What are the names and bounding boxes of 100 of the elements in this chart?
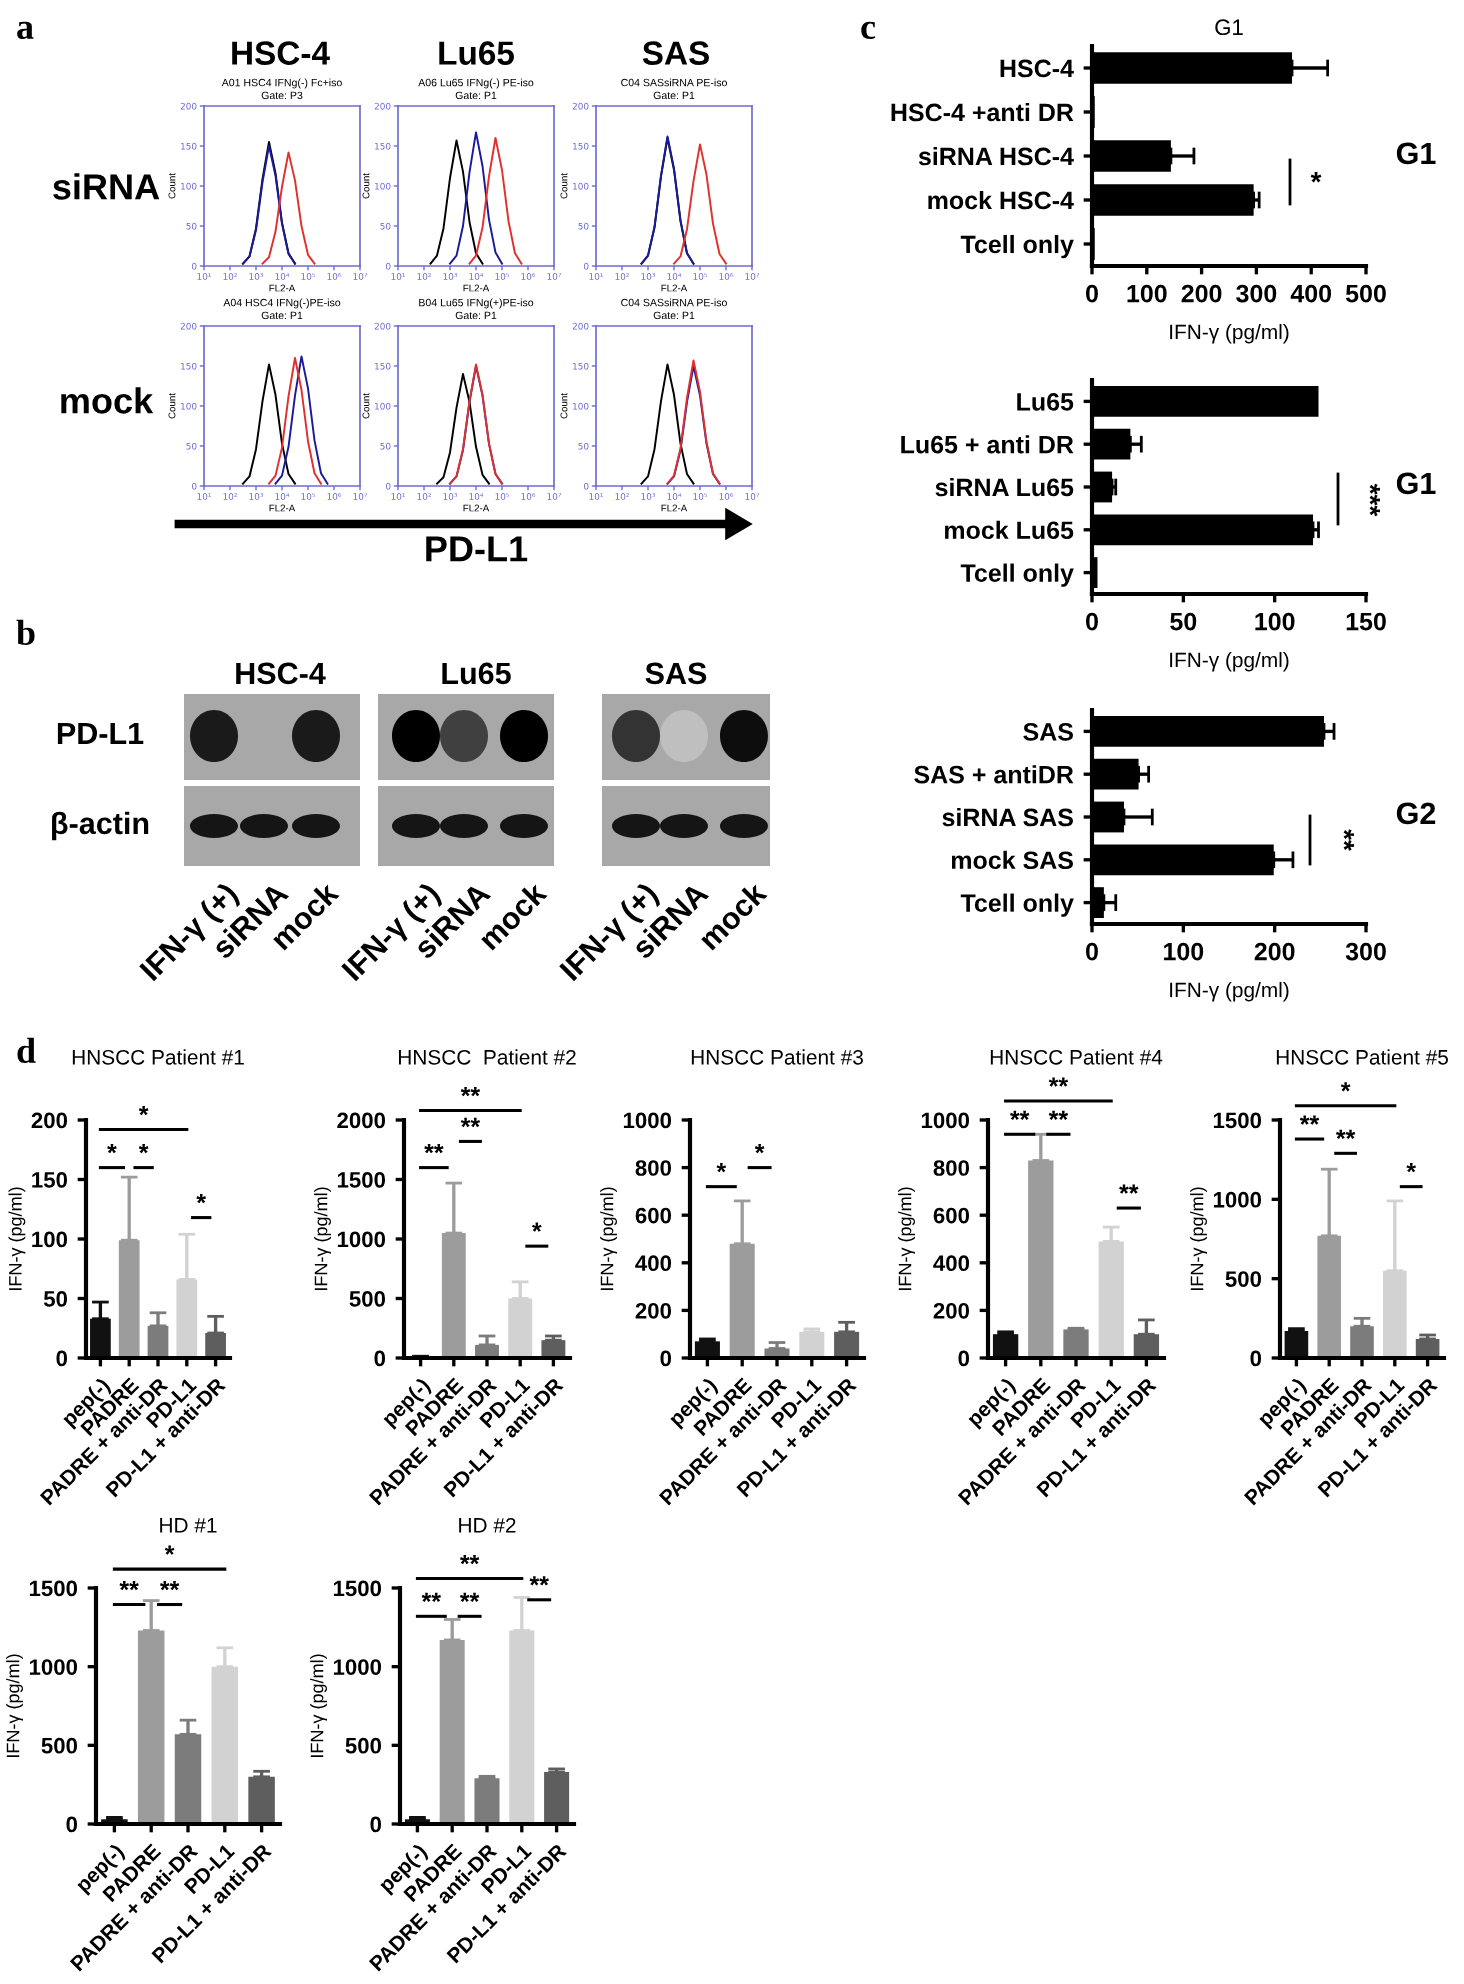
y-tick-label: 1500 [337,1172,386,1188]
annotation: * [532,1222,542,1232]
y-tick-label: 600 [635,1207,672,1224]
y-tick-label: 500 [349,1291,386,1307]
chart-title: HNSCC Patient #5 [1276,1049,1448,1065]
annotation: ** [1299,1115,1320,1125]
y-tick-label: Tcell only [960,893,1074,917]
text: HSC-4 [232,41,330,65]
x-tick-label: 200 [1254,942,1295,961]
y-tick-label: 800 [933,1160,970,1176]
x-tick-label: 100 [1164,942,1204,961]
text: β-actin [52,811,149,841]
y-tick-label: 0 [660,1350,672,1367]
x-tick-label: 50 [1170,612,1197,631]
y-tick-label: 1000 [337,1231,386,1248]
annotation: * [754,1144,765,1154]
y-tick-label: 800 [635,1160,672,1176]
y-tick-label: 200 [635,1302,672,1319]
annotation: * [1310,172,1322,183]
x-axis-title: IFN-γ (pg/ml) [1170,652,1289,672]
y-tick-label: 150 [32,1172,68,1188]
text: ** [459,1554,480,1565]
text: d [17,1037,36,1064]
annotation: * [196,1194,207,1204]
text: Lu65 [439,41,514,65]
text: PD-L1 [426,536,528,562]
x-axis-title: IFN-γ (pg/ml) [1170,324,1289,344]
text: * [138,1105,149,1116]
y-tick-label: Lu65 [1017,393,1074,411]
x-tick-label: 200 [1181,284,1222,303]
y-tick-label: HSC-4 +anti DR [891,102,1074,122]
y-tick-label: 0 [56,1350,68,1367]
y-axis-title: IFN-γ (pg/ml) [6,1654,23,1757]
text: b [16,619,35,646]
x-tick-label: 0 [1086,942,1098,961]
x-tick-label: 100 [1127,284,1167,303]
y-tick-label: 200 [31,1112,68,1129]
y-tick-label: Lu65 + anti DR [901,435,1074,454]
y-tick-label: 600 [933,1207,970,1224]
text: ** [460,1086,481,1097]
text: *** [1369,483,1380,517]
y-tick-label: 400 [933,1255,970,1272]
x-tick-label: 100 [1255,612,1295,631]
annotation: ** [459,1592,480,1603]
text: G1 [1396,472,1436,495]
annotation: ** [460,1117,481,1128]
y-tick-label: 1500 [29,1580,78,1597]
y-tick-label: siRNA Lu65 [935,477,1074,497]
chart-title: HNSCC Patient #4 [990,1049,1163,1065]
y-tick-label: Tcell only [960,234,1074,259]
text: PD-L1 [57,722,144,744]
x-tick-label: 400 [1290,284,1332,303]
chart-title: HNSCC Patient #3 [691,1049,863,1065]
y-tick-label: 400 [635,1255,672,1272]
annotation: * [1406,1163,1417,1173]
x-tick-label: 0 [1086,284,1098,303]
annotation: ** [1010,1110,1030,1120]
chart-title: HNSCC Patient #2 [398,1049,576,1065]
annotation: ** [1343,829,1354,851]
annotation: ** [159,1580,180,1591]
y-tick-label: 500 [345,1737,382,1754]
x-axis-title: IFN-γ (pg/ml) [1170,982,1289,1002]
y-tick-label: siRNA SAS [942,807,1073,827]
y-tick-label: 0 [370,1816,382,1833]
y-tick-label: 1000 [333,1659,382,1675]
y-tick-label: 1000 [623,1112,672,1129]
text: HSC-4 [236,662,326,685]
y-tick-label: mock Lu65 [945,520,1074,540]
y-tick-label: SAS + antiDR [914,765,1074,784]
x-tick-label: 300 [1345,942,1386,961]
y-tick-label: 200 [933,1302,970,1319]
y-tick-label: mock HSC-4 [928,190,1074,210]
annotation: ** [1335,1129,1356,1140]
chart-title: HD #1 [160,1518,217,1533]
x-tick-label: 300 [1236,284,1277,303]
y-tick-label: 50 [43,1291,68,1307]
text: * [164,1545,175,1555]
y-tick-label: 500 [41,1737,78,1754]
annotation: * [138,1144,149,1154]
y-axis-title: IFN-γ (pg/ml) [314,1187,331,1290]
annotation: ** [424,1144,444,1154]
chart-title: G1 [1215,19,1243,36]
y-tick-label: 1500 [1213,1112,1262,1129]
annotation: ** [1048,1110,1069,1120]
y-tick-label: 0 [1250,1350,1262,1367]
text: * [1340,1082,1351,1092]
x-tick-label: 500 [1345,284,1386,303]
y-tick-label: HSC-4 [1000,59,1074,78]
y-tick-label: Tcell only [960,563,1074,587]
y-tick-label: 1000 [1213,1191,1262,1208]
y-tick-label: siRNA HSC-4 [918,146,1074,166]
y-tick-label: 500 [1225,1271,1262,1287]
y-tick-label: 0 [66,1816,78,1833]
x-tick-label: 150 [1346,612,1386,631]
y-tick-label: 0 [374,1350,386,1367]
y-tick-label: 1500 [333,1580,382,1597]
text: Lu65 [442,662,511,685]
text: c [861,21,876,40]
chart-title: HD #2 [459,1517,516,1533]
text: ** [1048,1077,1069,1087]
